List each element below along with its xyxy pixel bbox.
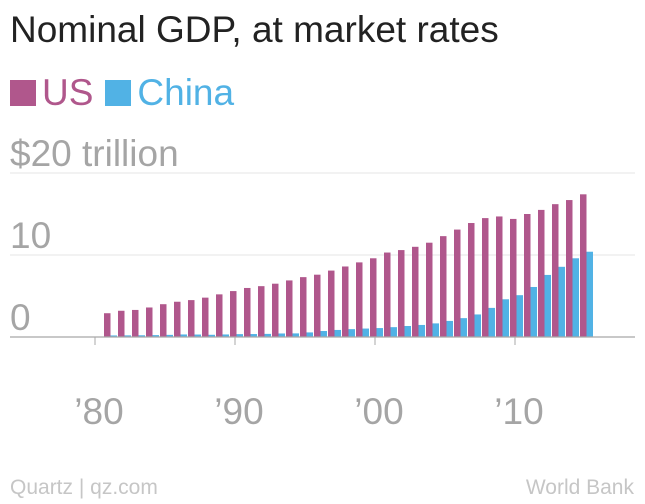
- bar-china-1990: [250, 334, 257, 337]
- bar-china-1983: [152, 335, 159, 337]
- bar-china-2013: [572, 258, 579, 337]
- bar-china-1982: [138, 335, 145, 337]
- bar-china-1999: [376, 328, 383, 337]
- bar-china-1987: [208, 334, 215, 337]
- bar-us-1985: [174, 301, 181, 337]
- bar-us-1980: [104, 313, 111, 337]
- bar-us-2011: [538, 209, 545, 337]
- bar-china-1998: [362, 328, 369, 337]
- bar-us-1981: [118, 310, 125, 337]
- x-tick-label-2010: ’10: [494, 391, 543, 432]
- bar-china-2010: [530, 286, 537, 337]
- x-tick-label-2000: ’00: [354, 391, 403, 432]
- bar-us-1987: [202, 297, 209, 337]
- y-tick-label-10: 10: [10, 215, 51, 256]
- bar-china-2005: [460, 318, 467, 337]
- bar-china-1995: [320, 331, 327, 337]
- bar-us-1996: [328, 270, 335, 337]
- bar-china-2014: [586, 251, 593, 337]
- bar-china-2003: [432, 323, 439, 337]
- bar-us-2008: [496, 216, 503, 337]
- bar-us-2012: [552, 204, 559, 337]
- footer-credit: Quartz | qz.com: [10, 476, 158, 499]
- bar-us-1998: [356, 262, 363, 337]
- bar-china-2002: [418, 324, 425, 337]
- bar-us-2001: [398, 250, 405, 337]
- bar-us-2005: [454, 229, 461, 337]
- bar-us-2003: [426, 242, 433, 337]
- bar-china-1986: [194, 334, 201, 337]
- legend-swatch-us: [10, 80, 36, 106]
- bar-china-1997: [348, 329, 355, 337]
- bar-china-1985: [180, 334, 187, 337]
- chart-title: Nominal GDP, at market rates: [10, 9, 499, 50]
- bar-china-2000: [390, 327, 397, 337]
- bar-china-2006: [474, 314, 481, 337]
- bar-us-2002: [412, 246, 419, 337]
- bar-us-2007: [482, 218, 489, 337]
- bar-us-2006: [468, 223, 475, 337]
- bar-us-2000: [384, 252, 391, 337]
- bar-us-2004: [440, 236, 447, 337]
- bar-china-1991: [264, 333, 271, 337]
- x-tick-label-1990: ’90: [214, 391, 263, 432]
- bar-china-1984: [166, 334, 173, 337]
- bar-china-2012: [558, 266, 565, 337]
- bar-china-1981: [124, 335, 131, 337]
- bar-us-1986: [188, 300, 195, 337]
- bar-us-2009: [510, 218, 517, 337]
- y-tick-label-20: $20 trillion: [10, 133, 179, 174]
- legend-label-us: US: [42, 72, 94, 113]
- legend-item-us: US: [10, 70, 93, 116]
- bar-us-2010: [524, 214, 531, 337]
- bar-us-1991: [258, 286, 265, 337]
- footer-source: World Bank: [525, 476, 634, 499]
- bar-us-1982: [132, 309, 139, 337]
- gdp-bar-chart: $20 trillion 10 0 ’80 ’90 ’00 ’10: [10, 133, 635, 432]
- bar-china-2004: [446, 320, 453, 337]
- bar-us-1994: [300, 277, 307, 337]
- bar-us-1997: [342, 266, 349, 337]
- bar-china-1993: [292, 333, 299, 337]
- bar-us-1993: [286, 280, 293, 337]
- bar-china-2009: [516, 295, 523, 337]
- bar-us-1988: [216, 294, 223, 337]
- y-tick-label-0: 0: [10, 297, 31, 338]
- bar-china-2007: [488, 307, 495, 337]
- legend-swatch-china: [105, 80, 132, 106]
- bar-china-2011: [544, 274, 551, 337]
- bar-china-1980: [110, 335, 117, 337]
- legend-label-china: China: [137, 72, 235, 113]
- bar-china-1996: [334, 329, 341, 337]
- bar-china-2001: [404, 326, 411, 337]
- bar-us-1992: [272, 283, 279, 337]
- bar-us-1995: [314, 274, 321, 337]
- bar-china-1994: [306, 332, 313, 337]
- bar-us-2014: [580, 194, 587, 337]
- bar-china-1989: [236, 334, 243, 337]
- bar-us-1984: [160, 304, 167, 337]
- bar-china-1988: [222, 334, 229, 337]
- bar-china-1992: [278, 333, 285, 337]
- bar-us-2013: [566, 200, 573, 337]
- legend: US China: [10, 70, 246, 116]
- bar-us-1990: [244, 287, 251, 337]
- x-tick-label-1980: ’80: [74, 391, 123, 432]
- bar-us-1983: [146, 307, 153, 337]
- bar-china-2008: [502, 299, 509, 337]
- bar-us-1989: [230, 291, 237, 337]
- legend-item-china: China: [105, 70, 234, 116]
- bar-us-1999: [370, 258, 377, 337]
